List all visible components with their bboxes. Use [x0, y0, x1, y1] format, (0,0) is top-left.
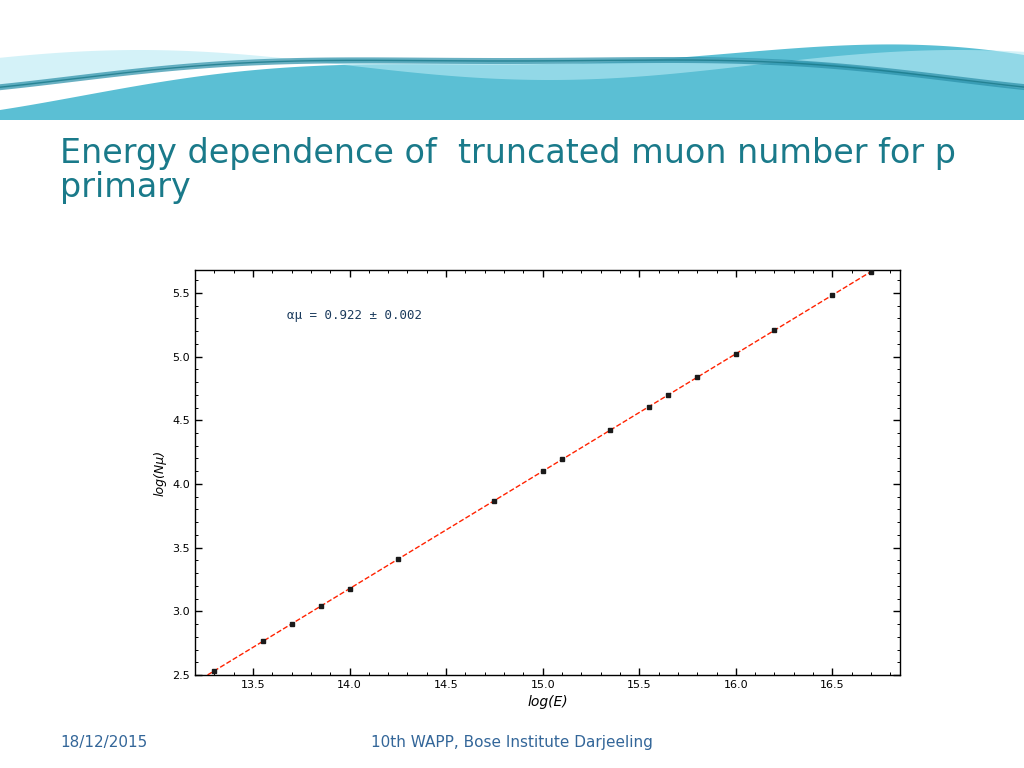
Text: αμ = 0.922 ± 0.002: αμ = 0.922 ± 0.002 [287, 309, 422, 322]
Y-axis label: log(Nμ): log(Nμ) [154, 449, 167, 495]
Bar [0, 0, 1024, 120]
Text: 10th WAPP, Bose Institute Darjeeling: 10th WAPP, Bose Institute Darjeeling [371, 736, 653, 750]
Polygon shape [0, 57, 1024, 90]
Polygon shape [0, 50, 1024, 89]
Text: primary: primary [60, 171, 190, 204]
X-axis label: log(E): log(E) [527, 695, 568, 710]
Text: 18/12/2015: 18/12/2015 [60, 736, 147, 750]
Text: Energy dependence of  truncated muon number for p: Energy dependence of truncated muon numb… [60, 137, 956, 170]
Polygon shape [0, 0, 1024, 110]
